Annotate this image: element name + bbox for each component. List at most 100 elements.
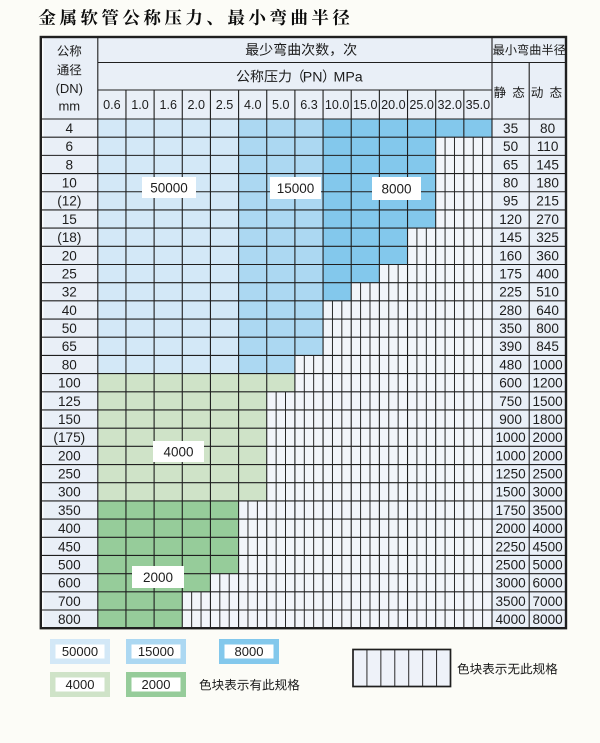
svg-text:390: 390 <box>499 339 522 354</box>
svg-text:35.0: 35.0 <box>466 98 491 112</box>
svg-text:510: 510 <box>536 285 559 300</box>
svg-text:(DN): (DN) <box>56 81 83 96</box>
svg-text:280: 280 <box>499 303 522 318</box>
svg-text:5.0: 5.0 <box>272 98 290 112</box>
svg-text:20.0: 20.0 <box>381 98 406 112</box>
svg-text:4: 4 <box>66 121 74 136</box>
svg-text:2.5: 2.5 <box>216 98 234 112</box>
svg-text:6.3: 6.3 <box>300 98 318 112</box>
svg-text:0.6: 0.6 <box>103 98 121 112</box>
svg-text:2500: 2500 <box>532 467 563 482</box>
svg-text:180: 180 <box>536 176 559 191</box>
svg-text:800: 800 <box>536 321 559 336</box>
svg-text:MPa: MPa <box>334 70 363 86</box>
svg-text:1000: 1000 <box>495 448 526 463</box>
svg-text:225: 225 <box>499 285 522 300</box>
svg-text:50: 50 <box>62 321 78 336</box>
svg-text:1750: 1750 <box>495 503 526 518</box>
svg-text:175: 175 <box>499 267 522 282</box>
svg-text:(175): (175) <box>53 430 85 445</box>
svg-text:50: 50 <box>503 139 519 154</box>
svg-text:15: 15 <box>62 212 77 227</box>
svg-text:50000: 50000 <box>150 180 188 195</box>
svg-text:110: 110 <box>537 139 559 154</box>
svg-text:2000: 2000 <box>532 448 563 463</box>
svg-text:600: 600 <box>58 576 81 591</box>
svg-text:800: 800 <box>58 612 81 627</box>
svg-text:6000: 6000 <box>532 576 563 591</box>
svg-text:4000: 4000 <box>163 444 193 459</box>
svg-text:65: 65 <box>62 339 77 354</box>
svg-text:32.0: 32.0 <box>438 98 463 112</box>
svg-text:20: 20 <box>62 248 78 263</box>
svg-text:10: 10 <box>62 176 78 191</box>
svg-text:3500: 3500 <box>532 503 563 518</box>
svg-text:2000: 2000 <box>143 570 173 585</box>
svg-text:700: 700 <box>58 594 81 609</box>
svg-text:(12): (12) <box>57 194 81 209</box>
svg-text:2.0: 2.0 <box>188 98 206 112</box>
svg-text:845: 845 <box>536 339 559 354</box>
svg-text:15000: 15000 <box>138 644 174 659</box>
svg-text:125: 125 <box>58 394 81 409</box>
svg-text:8000: 8000 <box>532 612 563 627</box>
svg-text:3000: 3000 <box>495 576 526 591</box>
svg-text:350: 350 <box>58 503 81 518</box>
svg-text:1800: 1800 <box>532 412 563 427</box>
svg-text:4.0: 4.0 <box>244 98 262 112</box>
svg-text:8000: 8000 <box>235 644 264 659</box>
svg-text:360: 360 <box>536 248 559 263</box>
svg-text:1.0: 1.0 <box>131 98 149 112</box>
svg-text:160: 160 <box>499 248 522 263</box>
svg-text:40: 40 <box>62 303 78 318</box>
svg-text:65: 65 <box>503 157 518 172</box>
svg-text:2500: 2500 <box>495 558 526 573</box>
svg-text:250: 250 <box>58 467 81 482</box>
svg-text:600: 600 <box>499 376 522 391</box>
svg-text:50000: 50000 <box>62 644 98 659</box>
svg-text:10.0: 10.0 <box>325 98 350 112</box>
svg-text:5000: 5000 <box>532 558 563 573</box>
svg-text:15.0: 15.0 <box>353 98 378 112</box>
svg-text:215: 215 <box>536 194 559 209</box>
svg-text:450: 450 <box>58 539 81 554</box>
svg-text:2250: 2250 <box>495 539 526 554</box>
svg-text:PN: PN <box>303 70 323 86</box>
svg-text:8000: 8000 <box>381 181 411 196</box>
svg-text:4500: 4500 <box>532 539 563 554</box>
svg-text:mm: mm <box>58 99 80 114</box>
svg-text:1500: 1500 <box>532 394 563 409</box>
svg-text:200: 200 <box>58 448 81 463</box>
svg-text:4000: 4000 <box>495 612 526 627</box>
svg-text:25: 25 <box>62 267 77 282</box>
svg-text:325: 325 <box>536 230 559 245</box>
svg-text:8: 8 <box>66 157 74 172</box>
svg-text:145: 145 <box>536 157 559 172</box>
svg-text:1000: 1000 <box>532 357 563 372</box>
svg-text:400: 400 <box>536 267 559 282</box>
svg-text:80: 80 <box>540 121 556 136</box>
svg-text:80: 80 <box>503 176 519 191</box>
svg-text:35: 35 <box>503 121 518 136</box>
svg-text:95: 95 <box>503 194 518 209</box>
svg-text:1.6: 1.6 <box>159 98 177 112</box>
svg-text:145: 145 <box>499 230 522 245</box>
svg-text:1000: 1000 <box>495 430 526 445</box>
svg-text:3000: 3000 <box>532 485 563 500</box>
svg-text:4000: 4000 <box>532 521 563 536</box>
svg-text:640: 640 <box>536 303 559 318</box>
svg-text:25.0: 25.0 <box>409 98 434 112</box>
svg-text:15000: 15000 <box>277 181 315 196</box>
svg-text:500: 500 <box>58 558 81 573</box>
svg-text:2000: 2000 <box>532 430 563 445</box>
svg-text:3500: 3500 <box>495 594 526 609</box>
svg-text:2000: 2000 <box>142 677 171 692</box>
svg-text:6: 6 <box>66 139 74 154</box>
svg-text:4000: 4000 <box>66 677 95 692</box>
svg-text:1200: 1200 <box>532 376 563 391</box>
svg-text:(18): (18) <box>57 230 81 245</box>
svg-text:400: 400 <box>58 521 81 536</box>
svg-text:120: 120 <box>499 212 522 227</box>
svg-text:1500: 1500 <box>495 485 526 500</box>
svg-text:32: 32 <box>62 285 77 300</box>
